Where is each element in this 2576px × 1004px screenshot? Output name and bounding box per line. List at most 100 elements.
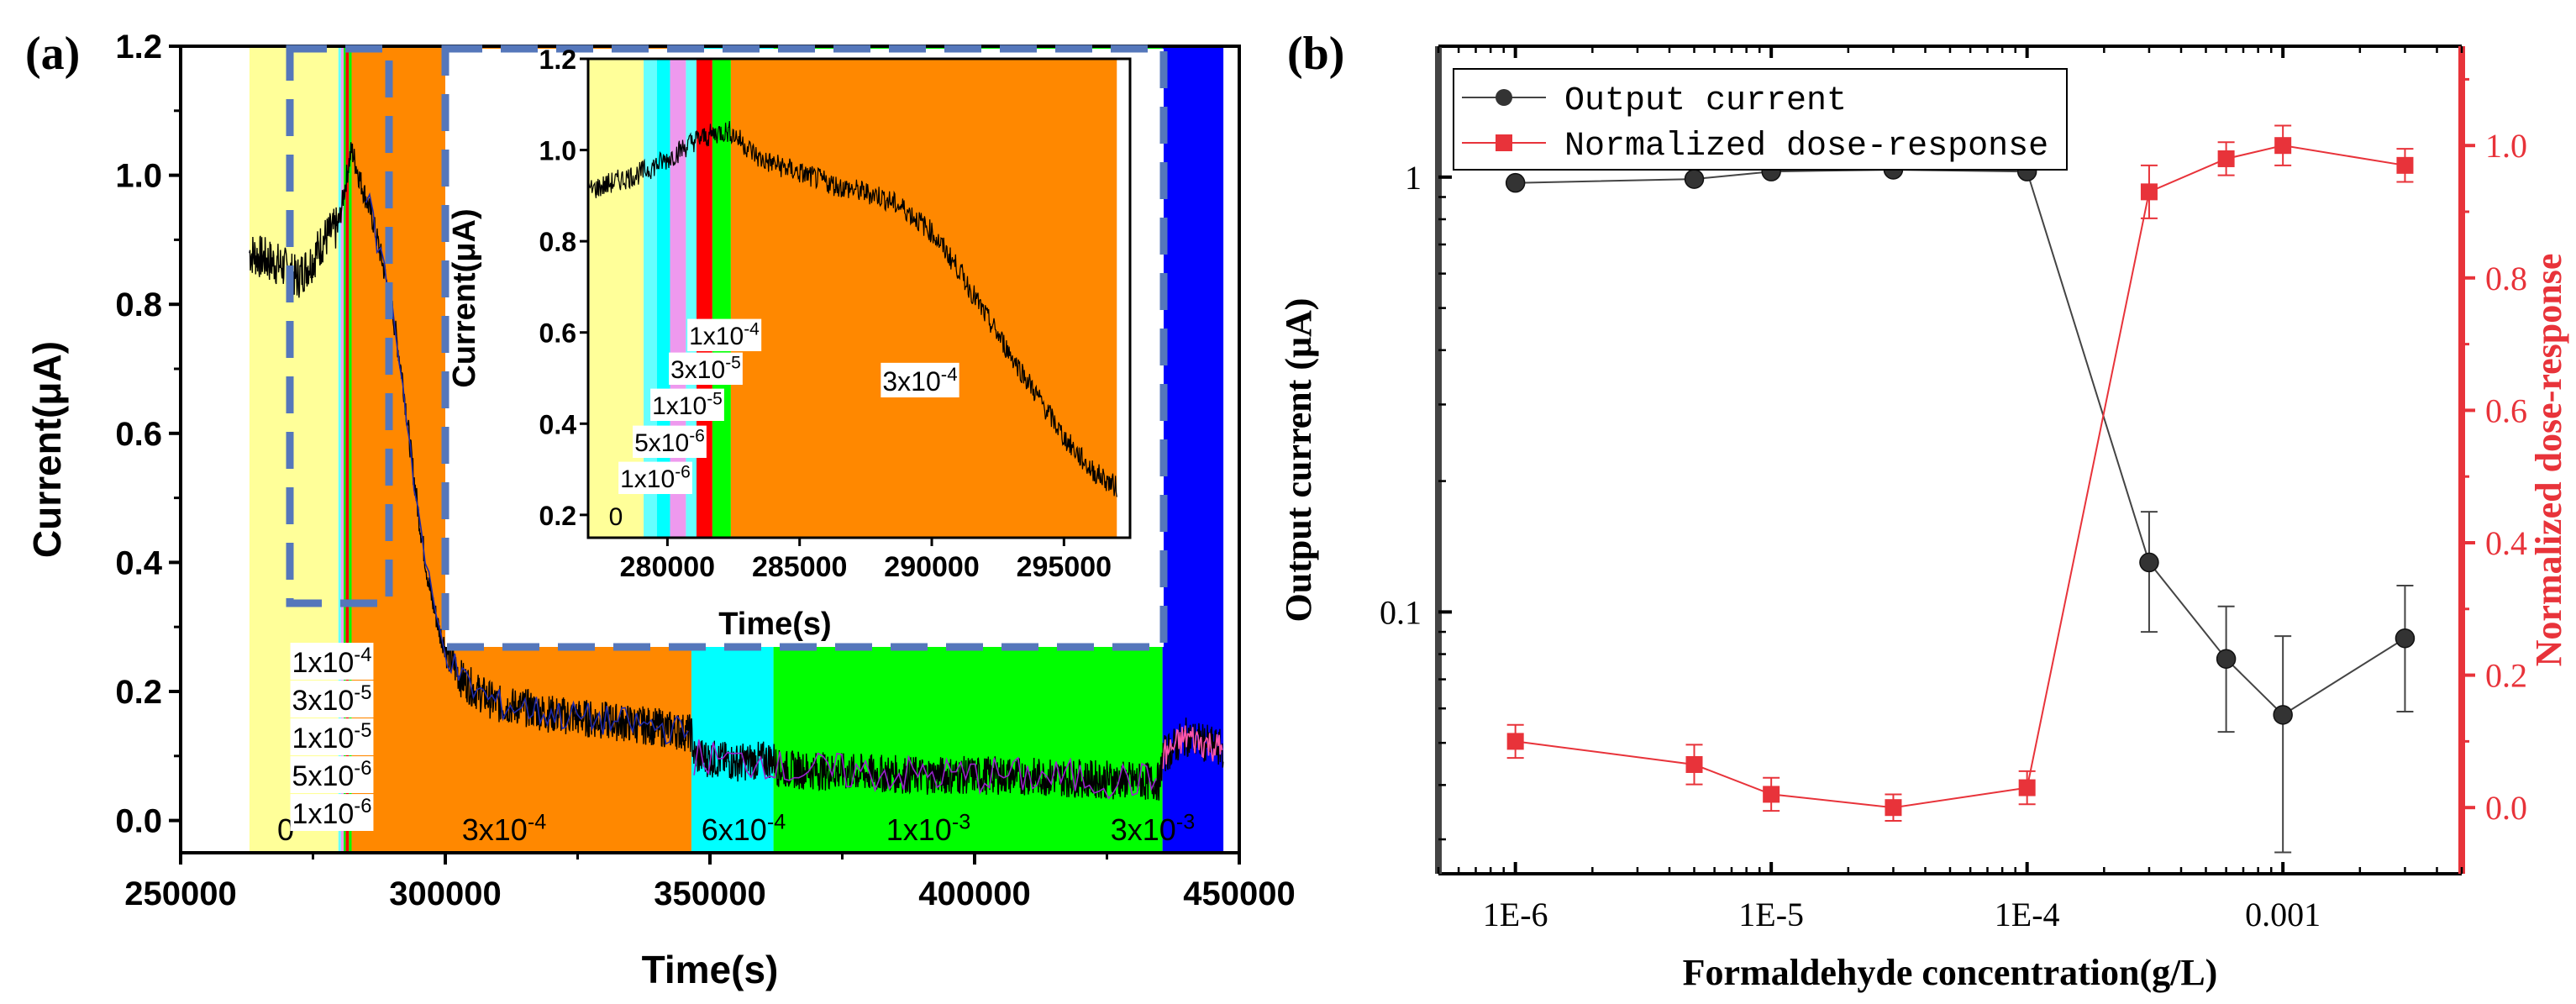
output-current-point bbox=[2273, 705, 2293, 725]
output-current-point bbox=[2216, 649, 2237, 669]
a-x-tick-label: 400000 bbox=[918, 875, 1030, 912]
output-current-point bbox=[2395, 628, 2416, 649]
inset-x-tick-label: 280000 bbox=[620, 551, 715, 583]
b-right-tick-label: 0.4 bbox=[2485, 524, 2527, 562]
pink-overlay-trace bbox=[1162, 725, 1223, 770]
a-x-axis-title: Time(s) bbox=[642, 948, 779, 991]
inset-label-1e-4-text: 1x10-4 bbox=[689, 320, 760, 350]
inset-x-tick-label: 295000 bbox=[1017, 551, 1112, 583]
inset-label-1e-4: 1x10-4 bbox=[687, 318, 762, 351]
normalized-response-line bbox=[1515, 145, 2405, 809]
a-x-tick-label: 450000 bbox=[1183, 875, 1295, 912]
b-right-tick-label: 0.8 bbox=[2485, 260, 2527, 297]
b-right-axis-title: Normalized dose-response bbox=[2528, 254, 2569, 667]
inset-x-tick-label: 290000 bbox=[884, 551, 979, 583]
b-x-axis-title: Formaldehyde concentration(g/L) bbox=[1683, 952, 2218, 993]
band-2 bbox=[340, 46, 344, 853]
label-conc-0: 0 bbox=[277, 812, 294, 847]
a-y-tick-label: 1.2 bbox=[115, 29, 162, 66]
current-trace bbox=[249, 142, 1224, 801]
output-current-line bbox=[1515, 168, 2405, 717]
b-x-tick-label: 1E-4 bbox=[1995, 896, 2060, 933]
label-conc-stack-text: 3x10-5 bbox=[292, 681, 372, 717]
inset-label-0: 0 bbox=[609, 503, 623, 531]
a-y-tick-label: 0.6 bbox=[115, 416, 162, 453]
a-x-tick-label: 300000 bbox=[389, 875, 501, 912]
inset-current-trace bbox=[587, 121, 1117, 497]
inset-y-tick-label: 0.6 bbox=[539, 318, 576, 349]
output-current-point bbox=[1684, 169, 1705, 189]
inset-label-1e-4-bg bbox=[687, 318, 762, 351]
inset-label-3e-5: 3x10-5 bbox=[669, 352, 743, 385]
a-y-tick-label: 0.4 bbox=[115, 544, 162, 581]
label-conc-stack-text: 5x10-6 bbox=[292, 757, 372, 792]
label-conc-stack-text: 1x10-6 bbox=[292, 795, 372, 830]
inset-label-0-text: 0 bbox=[609, 503, 623, 531]
a-y-axis-title: Current(μA) bbox=[25, 341, 69, 558]
label-conc-1e-3-text: 1x10-3 bbox=[886, 810, 970, 847]
band-0 bbox=[249, 46, 339, 853]
label-conc-stack-bg bbox=[290, 756, 374, 793]
normalized-response-point bbox=[1885, 799, 1902, 817]
zoom-region-box bbox=[286, 45, 393, 607]
label-conc-stack: 1x10-4 bbox=[290, 643, 374, 680]
b-left-axis-title: Output current (μA) bbox=[1278, 298, 1319, 623]
label-conc-stack-text: 1x10-4 bbox=[292, 644, 372, 679]
panel-b: 1E-6 1E-5 1E-4 0.001 0.1 1 0.0 0.2 0.4 0.6 0.8 1.0 O… bbox=[1278, 28, 2569, 993]
inset-y-tick-label: 1.0 bbox=[539, 136, 576, 166]
inset-x-axis-title: Time(s) bbox=[718, 607, 831, 642]
normalized-response-point bbox=[1506, 733, 1524, 750]
b-left-tick-label: 1 bbox=[1405, 159, 1422, 197]
inset-label-5e-6-bg bbox=[633, 425, 707, 458]
inset-label-3e-4-text: 3x10-4 bbox=[882, 364, 957, 397]
inset-label-1e-5-text: 1x10-5 bbox=[652, 390, 723, 420]
inset-frame bbox=[586, 57, 1132, 539]
label-conc-stack: 5x10-6 bbox=[290, 756, 374, 793]
band-4 bbox=[345, 46, 350, 853]
inset-label-1e-6-text: 1x10-6 bbox=[620, 463, 691, 493]
a-y-tick-label: 0.0 bbox=[115, 803, 162, 840]
inset-y-tick-label: 0.4 bbox=[539, 409, 577, 439]
band-3 bbox=[344, 46, 346, 853]
normalized-response-point bbox=[2217, 150, 2235, 167]
b-x-tick-label: 1E-5 bbox=[1738, 896, 1804, 933]
label-conc-6e-4-text: 6x10-4 bbox=[702, 810, 786, 847]
label-conc-1e-3: 1x10-3 bbox=[886, 810, 970, 847]
normalized-response-point bbox=[2396, 156, 2414, 174]
inset-label-1e-6-bg bbox=[618, 461, 692, 494]
b-right-tick-label: 0.6 bbox=[2485, 392, 2527, 429]
inset-y-tick-label: 0.2 bbox=[539, 501, 576, 531]
inset-label-1e-5-bg bbox=[650, 388, 724, 421]
normalized-response-point bbox=[2140, 183, 2158, 201]
label-conc-0-text: 0 bbox=[277, 812, 294, 847]
panel-b-label: (b) bbox=[1287, 28, 1344, 80]
normalized-response-point bbox=[2274, 137, 2292, 155]
label-conc-stack-bg bbox=[290, 643, 374, 680]
blue-overlay-trace bbox=[365, 192, 689, 745]
inset-label-3e-4-bg bbox=[881, 362, 959, 397]
label-conc-stack: 1x10-6 bbox=[290, 794, 374, 831]
label-conc-6e-4: 6x10-4 bbox=[702, 810, 786, 847]
b-right-tick-label: 1.0 bbox=[2485, 127, 2527, 165]
inset-label-5e-6-text: 5x10-6 bbox=[634, 427, 705, 457]
inset-y-tick-label: 0.8 bbox=[539, 227, 576, 257]
inset-label-1e-6: 1x10-6 bbox=[618, 461, 692, 494]
label-conc-stack-text: 1x10-5 bbox=[292, 719, 372, 754]
inset-label-3e-5-bg bbox=[669, 352, 743, 385]
label-conc-3e-4-text: 3x10-4 bbox=[462, 810, 546, 847]
a-y-tick-label: 0.2 bbox=[115, 674, 162, 711]
inset-label-5e-6: 5x10-6 bbox=[633, 425, 707, 458]
label-conc-stack-bg bbox=[290, 681, 374, 718]
inset-label-1e-5: 1x10-5 bbox=[650, 388, 724, 421]
label-conc-3e-4: 3x10-4 bbox=[462, 810, 546, 847]
b-left-tick-label: 0.1 bbox=[1380, 593, 1422, 631]
inset-label-3e-4: 3x10-4 bbox=[881, 362, 959, 397]
legend-marker-current bbox=[1496, 89, 1512, 106]
normalized-response-point bbox=[1763, 786, 1780, 803]
label-conc-stack: 3x10-5 bbox=[290, 681, 374, 718]
label-conc-stack: 1x10-5 bbox=[290, 718, 374, 755]
inset-x-tick-label: 285000 bbox=[752, 551, 847, 583]
panel-a: 250000 300000 350000 400000 450000 0.0 0.2 0.4 0… bbox=[25, 28, 1296, 991]
output-current-point bbox=[1505, 172, 1526, 193]
normalized-response-point bbox=[2018, 779, 2036, 796]
